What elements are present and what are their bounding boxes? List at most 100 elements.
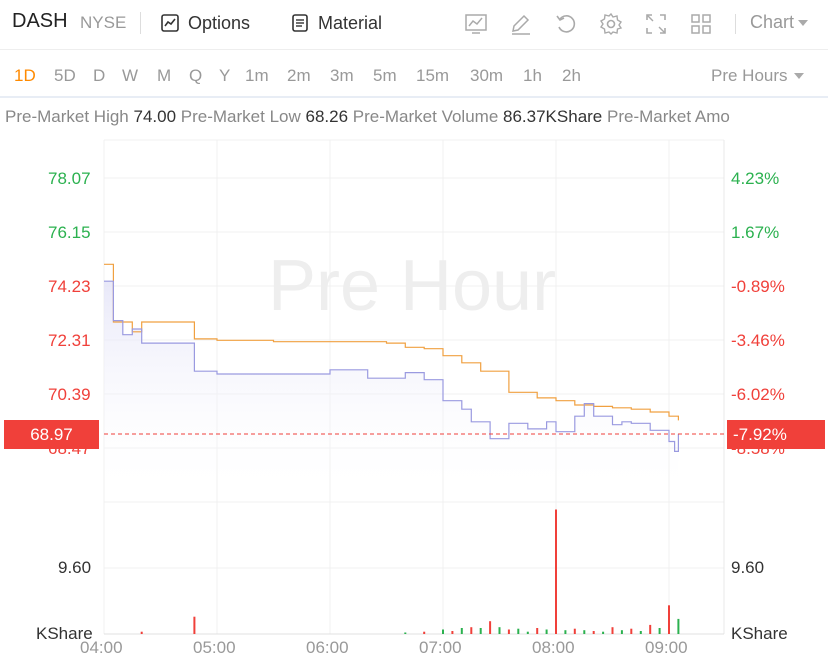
right-tick-1: 4.23% — [731, 169, 780, 188]
right-tick-2: 1.67% — [731, 223, 780, 242]
x-tick-4: 07:00 — [419, 638, 462, 657]
volume-bar — [545, 629, 548, 634]
session-label: Pre Hours — [711, 66, 788, 85]
volume-bar — [592, 631, 595, 634]
period-d[interactable]: D — [93, 66, 106, 85]
period-2m[interactable]: 2m — [287, 66, 311, 85]
volume-bar — [470, 627, 473, 634]
left-tick-4: 72.31 — [48, 331, 91, 350]
volume-bar — [489, 621, 492, 634]
volume-bar — [507, 629, 510, 634]
refresh-icon[interactable] — [554, 12, 578, 36]
volume-bar — [423, 631, 426, 634]
volume-bar — [564, 630, 567, 634]
volume-label: Pre-Market Volume — [352, 107, 499, 126]
low-label: Pre-Market Low — [180, 107, 301, 126]
volume-bar — [602, 631, 605, 634]
period-5d[interactable]: 5D — [54, 66, 76, 85]
material-label: Material — [318, 12, 383, 33]
volume-bar — [526, 631, 529, 634]
x-tick-6: 09:00 — [645, 638, 688, 657]
volume-bar — [479, 628, 482, 634]
volume-bars — [140, 509, 680, 634]
divider — [140, 12, 141, 34]
fullscreen-icon[interactable] — [644, 12, 668, 36]
x-tick-5: 08:00 — [532, 638, 575, 657]
price-line — [104, 280, 679, 452]
amount-label: Pre-Market Amo — [607, 107, 730, 126]
period-m[interactable]: M — [157, 66, 172, 85]
left-tick-5: 70.39 — [48, 385, 91, 404]
options-label: Options — [188, 12, 251, 33]
document-icon — [292, 14, 308, 32]
session-dropdown[interactable]: Pre Hours — [711, 66, 806, 86]
volume-bar — [677, 618, 680, 634]
volume-bar — [442, 629, 444, 634]
period-2h[interactable]: 2h — [562, 66, 581, 85]
period-30m[interactable]: 30m — [470, 66, 504, 85]
volume-bar — [140, 631, 143, 634]
volume-unit-right: KShare — [731, 624, 788, 643]
right-tick-4: -3.46% — [731, 331, 785, 350]
indicator-chart-icon[interactable] — [464, 12, 488, 36]
period-1h[interactable]: 1h — [523, 66, 542, 85]
left-tick-2: 76.15 — [48, 223, 91, 242]
volume-bar — [611, 627, 614, 634]
chart-type-label: Chart — [750, 12, 795, 32]
right-tick-3: -0.89% — [731, 277, 785, 296]
current-price-tag: 68.97 — [4, 420, 99, 449]
material-button[interactable]: Material — [290, 8, 382, 38]
left-tick-1: 78.07 — [48, 169, 91, 188]
draw-pencil-icon[interactable] — [509, 12, 533, 36]
volume-right-tick: 9.60 — [731, 558, 765, 577]
volume-left-tick: 9.60 — [58, 558, 92, 577]
volume-bar — [649, 624, 652, 634]
period-1m[interactable]: 1m — [245, 66, 269, 85]
volume-bar — [460, 628, 463, 634]
x-tick-2: 05:00 — [193, 638, 236, 657]
ticker-symbol: DASH — [12, 10, 68, 32]
period-w[interactable]: W — [122, 66, 139, 85]
layout-grid-icon[interactable] — [689, 12, 713, 36]
low-value: 68.26 — [305, 107, 349, 126]
volume-value: 86.37KShare — [503, 107, 603, 126]
current-change-tag: -7.92% — [727, 420, 825, 449]
period-3m[interactable]: 3m — [330, 66, 354, 85]
x-tick-1: 04:00 — [80, 638, 123, 657]
options-chart-icon — [161, 14, 179, 32]
volume-bar — [193, 616, 196, 634]
volume-bar — [668, 605, 670, 634]
period-5m[interactable]: 5m — [373, 66, 397, 85]
divider — [735, 14, 736, 34]
chevron-down-icon — [798, 19, 809, 26]
volume-unit-left: KShare — [36, 624, 93, 643]
period-15m[interactable]: 15m — [416, 66, 450, 85]
settings-gear-icon[interactable] — [599, 12, 623, 36]
options-button[interactable]: Options — [160, 8, 250, 38]
volume-bar — [555, 509, 557, 634]
exchange-label: NYSE — [80, 13, 127, 32]
right-tick-5: -6.02% — [731, 385, 785, 404]
chevron-down-icon — [793, 73, 804, 79]
period-bar: 1D 5D D W M Q Y 1m 2m 3m 5m 15m 30m 1h 2… — [0, 52, 828, 98]
volume-bar — [573, 628, 576, 634]
volume-bar — [639, 631, 642, 634]
period-y[interactable]: Y — [219, 66, 231, 85]
volume-bar — [536, 628, 539, 634]
average-price-line — [104, 263, 679, 421]
volume-bar — [451, 631, 454, 634]
x-tick-3: 06:00 — [306, 638, 349, 657]
left-tick-3: 74.23 — [48, 277, 91, 296]
watermark-text: Pre Hour — [268, 246, 556, 326]
price-area-fill — [104, 281, 679, 500]
volume-bar — [620, 630, 623, 634]
chart-type-dropdown[interactable]: Chart — [750, 12, 810, 33]
top-toolbar: DASH NYSE Options Material Chart — [0, 0, 828, 50]
period-1d[interactable]: 1D — [14, 66, 36, 85]
volume-bar — [404, 632, 407, 634]
period-q[interactable]: Q — [189, 66, 203, 85]
premarket-stats: Pre-Market High 74.00 Pre-Market Low 68.… — [5, 107, 828, 127]
high-value: 74.00 — [133, 107, 177, 126]
volume-bar — [630, 628, 633, 634]
